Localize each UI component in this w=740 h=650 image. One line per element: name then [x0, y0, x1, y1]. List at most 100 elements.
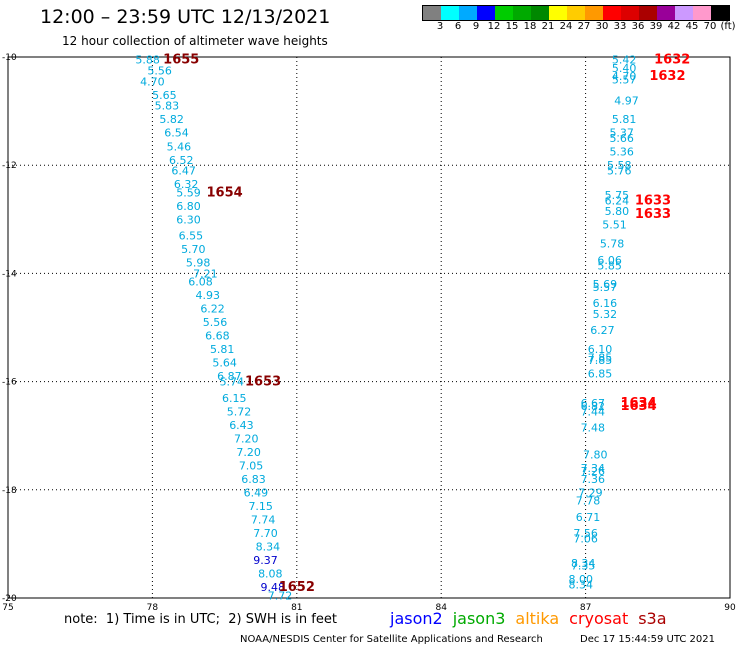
wave-height-label: 6.49 [244, 487, 269, 500]
wave-height-label: 5.75 [605, 189, 630, 202]
time-label: 1632 [654, 53, 690, 68]
wave-height-label: 5.51 [602, 219, 627, 232]
wave-height-label: 6.27 [590, 324, 615, 337]
wave-height-label: 7.72 [268, 589, 293, 602]
wave-height-label: 5.64 [212, 357, 237, 370]
wave-height-label: 6.43 [229, 419, 254, 432]
wave-height-label: 4.70 [140, 75, 165, 88]
wave-height-label: 5.74 [220, 376, 245, 389]
credit-text: NOAA/NESDIS Center for Satellite Applica… [240, 634, 543, 645]
wave-height-label: 5.83 [155, 100, 180, 113]
chart-title: 12:00 – 23:59 UTC 12/13/2021 [40, 6, 331, 28]
wave-height-label: 5.32 [593, 308, 618, 321]
wave-height-label: 7.85 [588, 354, 613, 367]
wave-height-label: 5.88 [135, 54, 160, 67]
wave-height-label: 5.81 [210, 343, 235, 356]
wave-height-label: 8.34 [571, 557, 596, 570]
footer-note: note: 1) Time is in UTC; 2) SWH is in fe… [64, 612, 337, 627]
wave-height-label: 6.32 [174, 178, 199, 191]
wave-height-label: 5.37 [609, 127, 634, 140]
wave-height-label: 8.00 [569, 573, 594, 586]
wave-height-label: 7.15 [248, 500, 273, 513]
scale-swatch [711, 6, 729, 20]
wave-height-label: 5.81 [612, 113, 637, 126]
time-label: 1632 [649, 69, 685, 84]
wave-height-label: 6.85 [588, 367, 613, 380]
wave-height-label: 5.40 [612, 62, 637, 75]
scale-swatch [441, 6, 459, 20]
wave-height-label: 5.65 [152, 89, 177, 102]
scale-label: 45 [685, 21, 699, 32]
time-label: 1652 [279, 580, 315, 595]
wave-height-label: 6.87 [217, 370, 242, 383]
wave-height-label: 5.70 [181, 243, 206, 256]
legend-cryosat: cryosat [569, 609, 629, 628]
scale-label: 33 [613, 21, 627, 32]
wave-height-label: 6.30 [176, 213, 201, 226]
wave-height-label: 5.57 [612, 74, 637, 87]
satellite-legend: jason2 jason3 altika cryosat s3a [390, 609, 677, 628]
scale-label: 27 [577, 21, 591, 32]
wave-height-label: 7.26 [581, 465, 606, 478]
chart-subtitle: 12 hour collection of altimeter wave hei… [62, 34, 328, 48]
wave-height-label: 6.80 [176, 200, 201, 213]
scale-swatch [495, 6, 513, 20]
wave-height-label: 6.10 [588, 343, 613, 356]
wave-height-label: 7.70 [253, 527, 278, 540]
wave-height-label: 5.72 [227, 405, 252, 418]
scale-label: 18 [523, 21, 537, 32]
wave-height-label: 8.34 [569, 578, 594, 591]
wave-height-label: 7.29 [578, 487, 603, 500]
x-tick-label: 87 [580, 603, 591, 613]
scale-label: 21 [541, 21, 555, 32]
legend-altika: altika [515, 609, 560, 628]
y-tick-label: -12 [2, 161, 17, 171]
scale-swatch [603, 6, 621, 20]
wave-height-label: 7.44 [581, 405, 606, 418]
scale-label: 15 [505, 21, 519, 32]
wave-height-label: 5.98 [186, 257, 211, 270]
wave-height-label: 7.36 [581, 473, 606, 486]
scale-label: 3 [436, 21, 444, 32]
scale-label: (ft) [720, 21, 736, 32]
y-tick-label: -10 [2, 53, 17, 63]
wave-height-label: 5.56 [203, 316, 228, 329]
wave-height-label: 7.21 [193, 267, 218, 280]
scale-label: 36 [631, 21, 645, 32]
scale-swatch [423, 6, 441, 20]
wave-height-label: 6.54 [164, 127, 189, 140]
scale-swatch [675, 6, 693, 20]
wave-height-label: 5.56 [147, 65, 172, 78]
wave-height-label: 5.57 [593, 281, 618, 294]
scale-label: 24 [559, 21, 573, 32]
scale-label: 30 [595, 21, 609, 32]
y-tick-label: -16 [2, 378, 17, 388]
wave-height-label: 7.56 [573, 527, 598, 540]
scale-label: 12 [487, 21, 501, 32]
wave-height-label: 5.36 [609, 146, 634, 159]
x-tick-label: 75 [2, 603, 13, 613]
wave-height-label: 6.82 [581, 400, 606, 413]
legend-jason2: jason2 [390, 609, 443, 628]
wave-height-label: 9.37 [253, 554, 278, 567]
wave-height-label: 8.34 [256, 541, 281, 554]
time-label: 1633 [635, 193, 671, 208]
wave-height-label: 5.69 [593, 278, 618, 291]
x-tick-label: 90 [724, 603, 736, 613]
wave-height-label: 6.06 [597, 254, 622, 267]
wave-height-label: 6.24 [605, 194, 630, 207]
y-tick-label: -20 [2, 594, 17, 604]
wave-height-label: 6.08 [188, 276, 213, 289]
wave-height-label: 6.16 [593, 297, 618, 310]
x-tick-label: 81 [291, 603, 302, 613]
wave-height-label: 5.80 [605, 205, 630, 218]
scale-swatch [549, 6, 567, 20]
wave-height-label: 7.35 [571, 560, 596, 573]
wave-height-label: 5.66 [609, 132, 634, 145]
y-tick-label: -14 [2, 269, 17, 279]
scale-swatch [459, 6, 477, 20]
scale-swatch [513, 6, 531, 20]
wave-height-label: 4.70 [612, 70, 637, 83]
scale-swatch [639, 6, 657, 20]
wave-height-label: 5.46 [167, 140, 192, 153]
